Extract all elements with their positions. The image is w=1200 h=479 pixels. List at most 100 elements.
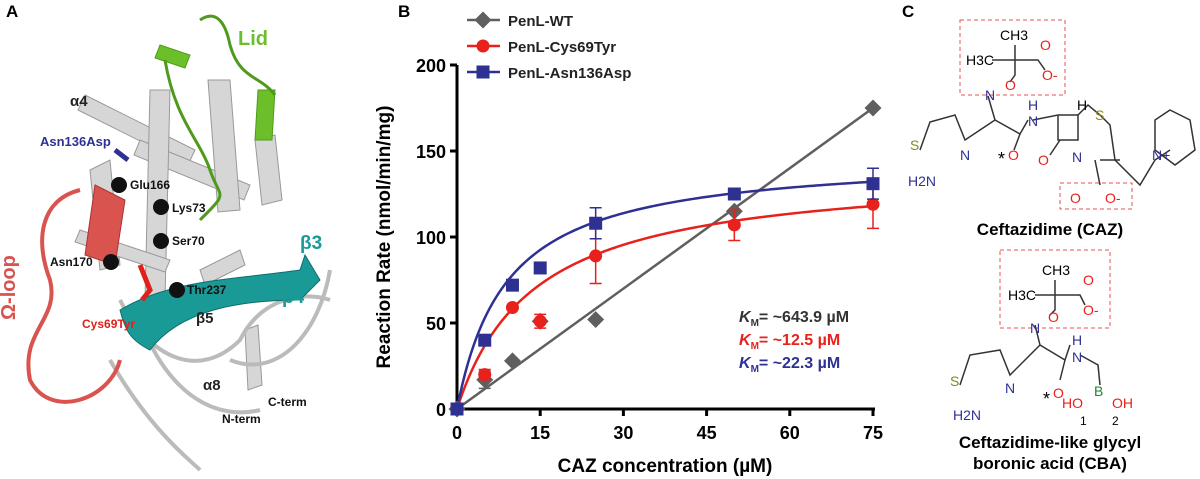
data-point (727, 218, 741, 232)
legend-marker (476, 39, 490, 53)
km-annotation: KM= ~643.9 µM (739, 309, 849, 329)
atom-o: O (1005, 77, 1016, 93)
atom-h: H (1028, 97, 1038, 113)
omega-loop-region (26, 184, 126, 404)
atom-h: H (1072, 332, 1082, 348)
data-point (505, 301, 519, 315)
atom-o: O (1083, 272, 1094, 288)
residue-sphere-glu166 (111, 177, 127, 193)
y-tick-label: 100 (416, 228, 446, 248)
x-tick-label: 30 (613, 423, 633, 443)
atom-ch3: CH3 (1000, 27, 1028, 43)
x-tick-label: 0 (452, 423, 462, 443)
atom-ch3: CH3 (1042, 262, 1070, 278)
label-alpha4: α4 (70, 93, 88, 110)
data-point (866, 197, 880, 211)
data-point (727, 187, 741, 201)
asn136asp-sidechain (113, 148, 130, 162)
protein-structure (26, 14, 332, 472)
legend-marker (474, 11, 492, 29)
label-cys69tyr: Cys69Tyr (82, 317, 136, 331)
cba-title-line2: boronic acid (CBA) (973, 454, 1127, 473)
atom-n: N (1005, 380, 1015, 396)
cys69tyr-sidechain (137, 264, 153, 302)
label-c-term: C-term (268, 395, 307, 409)
data-point (503, 352, 521, 370)
atom-ho: HO (1062, 395, 1083, 411)
label-lys73: Lys73 (172, 201, 206, 215)
residue-sphere-asn170 (103, 254, 119, 270)
atom-oh: OH (1112, 395, 1133, 411)
fit-line-PenL-WT (456, 106, 874, 411)
atom-h: H (1077, 97, 1087, 113)
data-point (589, 249, 603, 263)
label-n-term: N-term (222, 412, 261, 426)
atom-star: * (998, 149, 1005, 169)
fit-line-PenL-Cys69Tyr (455, 204, 874, 410)
residue-sphere-ser70 (153, 233, 169, 249)
lid-region (154, 14, 277, 222)
data-point (505, 278, 519, 292)
axes: 0 15 30 45 60 75 0 50 100 150 200 (416, 56, 883, 443)
label-asn136asp: Asn136Asp (40, 134, 111, 149)
active-site-residues (103, 177, 185, 298)
atom-n: N (1072, 349, 1082, 365)
caz-title: Ceftazidime (CAZ) (977, 220, 1123, 239)
atom-n: N (960, 147, 970, 163)
x-tick-label: 60 (780, 423, 800, 443)
data-point (478, 368, 492, 382)
atom-o: O (1040, 37, 1051, 53)
caz-structure: H3C CH3 O O- O N H N H S S N H2N * O O N… (908, 19, 1196, 239)
data-point (866, 177, 880, 191)
atom-o: O (1038, 152, 1049, 168)
atom-n: N (1072, 149, 1082, 165)
y-tick-label: 0 (436, 400, 446, 420)
data-point (587, 311, 605, 329)
residue-sphere-lys73 (153, 199, 169, 215)
label-glu166: Glu166 (130, 178, 171, 192)
legend-label: PenL-WT (508, 13, 573, 30)
beta-sheet (119, 253, 321, 351)
fit-line-PenL-Asn136Asp (455, 180, 874, 410)
residue-sphere-thr237 (169, 282, 185, 298)
x-axis-label: CAZ concentration (µM) (558, 456, 773, 477)
y-tick-label: 50 (426, 314, 446, 334)
cba-structure: H3C CH3 O O- O N H N S N H2N * O B HO OH… (950, 249, 1141, 473)
fit-lines (455, 106, 874, 411)
atom-h2n: H2N (953, 407, 981, 423)
label-beta3: β3 (300, 233, 323, 254)
highlight-box (1059, 182, 1133, 210)
legend-label: PenL-Cys69Tyr (508, 39, 616, 56)
atom-s: S (950, 373, 959, 389)
atom-index-1: 1 (1080, 414, 1087, 428)
km-annotations: KM= ~643.9 µM KM= ~12.5 µM KM= ~22.3 µM (739, 309, 849, 375)
y-tick-label: 150 (416, 142, 446, 162)
data-point (450, 402, 464, 416)
atom-h2n: H2N (908, 173, 936, 189)
data-point (533, 314, 547, 328)
data-points (448, 99, 882, 418)
kinetics-chart: 0 15 30 45 60 75 0 50 100 150 200 PenL-WT PenL-Cys6… (374, 11, 883, 477)
atom-n: N (1030, 320, 1040, 336)
chemical-structures: H3C CH3 O O- O N H N H S S N H2N * O O N… (908, 19, 1196, 473)
atom-n: N (985, 87, 995, 103)
label-ser70: Ser70 (172, 234, 205, 248)
atom-b: B (1094, 383, 1103, 399)
atom-o: O (1070, 190, 1081, 206)
data-point (589, 216, 603, 230)
atom-star: * (1043, 389, 1050, 409)
label-alpha8: α8 (203, 377, 221, 394)
data-point (478, 333, 492, 347)
helices (74, 79, 283, 391)
panel-label-c: C (902, 2, 915, 21)
atom-h3c: H3C (966, 52, 994, 68)
label-thr237: Thr237 (187, 283, 227, 297)
y-tick-label: 200 (416, 56, 446, 76)
cba-title-line1: Ceftazidime-like glycyl (959, 433, 1141, 452)
atom-n-plus: N+ (1152, 147, 1170, 163)
atom-o: O (1008, 147, 1019, 163)
atom-o-minus: O- (1042, 67, 1058, 83)
panel-label-a: A (6, 2, 19, 21)
km-annotation: KM= ~22.3 µM (739, 355, 840, 375)
